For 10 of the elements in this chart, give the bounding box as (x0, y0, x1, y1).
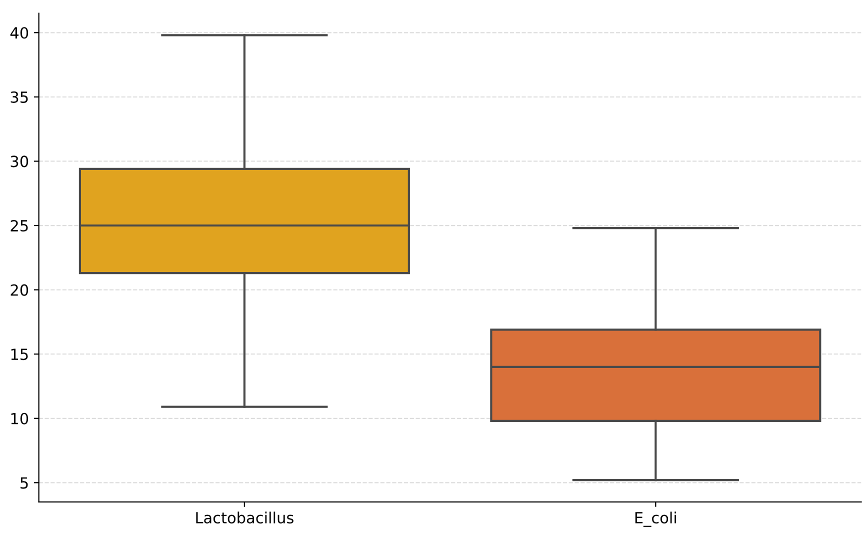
y-tick-label: 5 (20, 477, 28, 489)
y-tick-label: 35 (10, 91, 28, 103)
y-tick-label: 15 (11, 348, 28, 360)
x-tick-label: E_coli (635, 512, 676, 527)
y-tick-label: 10 (11, 412, 28, 424)
x-tick-label: Lactobacillus (196, 512, 294, 524)
y-tick-label: 30 (10, 156, 28, 168)
y-tick-label: 40 (10, 27, 28, 39)
y-tick-label: 20 (10, 284, 28, 296)
y-tick-label: 25 (10, 220, 28, 232)
